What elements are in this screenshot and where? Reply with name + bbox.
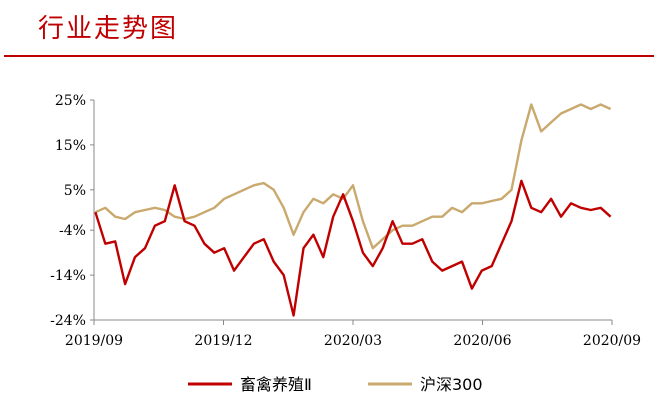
y-tick-label: -14% <box>50 268 86 284</box>
y-tick-label: 15% <box>55 138 86 154</box>
chart-legend: 畜禽养殖Ⅱ 沪深300 <box>188 375 483 394</box>
y-tick-labels: 25% 15% 5% -4% -14% -24% <box>50 93 86 329</box>
x-tick-labels: 2019/09 2019/12 2020/03 2020/06 2020/09 <box>65 333 641 349</box>
x-tick-label: 2019/09 <box>65 333 123 349</box>
series-line-0 <box>94 179 612 317</box>
chart-title: 行业走势图 <box>38 14 179 44</box>
x-tick-label: 2020/03 <box>324 333 382 349</box>
x-tick-label: 2019/12 <box>194 333 252 349</box>
chart-axes <box>90 99 613 325</box>
title-divider <box>4 55 654 57</box>
y-tick-label: -4% <box>59 223 86 239</box>
y-tick-label: -24% <box>50 313 86 329</box>
y-tick-label: 5% <box>64 183 86 199</box>
series-lines <box>94 103 612 317</box>
y-tick-label: 25% <box>55 93 86 109</box>
x-tick-label: 2020/06 <box>453 333 511 349</box>
legend-label-0: 畜禽养殖Ⅱ <box>240 375 312 394</box>
x-tick-label: 2020/09 <box>583 333 641 349</box>
legend-label-1: 沪深300 <box>420 375 483 394</box>
series-line-1 <box>94 103 612 250</box>
